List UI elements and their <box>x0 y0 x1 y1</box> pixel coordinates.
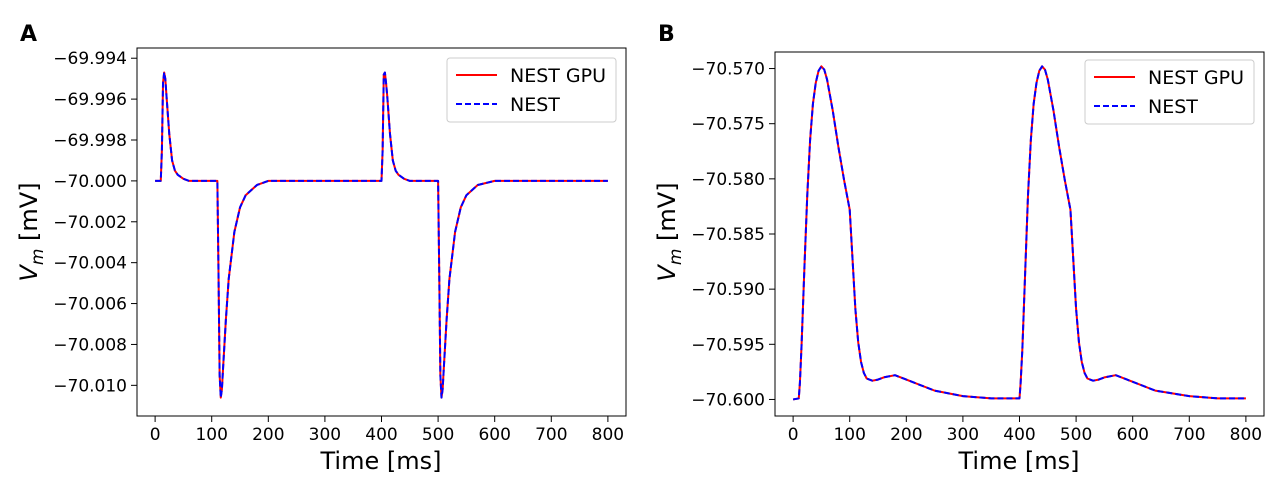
chart-a-x-tick-label: 200 <box>252 425 284 445</box>
chart-b-y-axis-label-main: V <box>653 264 681 282</box>
chart-a-y-tick-label: −70.004 <box>53 254 127 274</box>
chart-b-series <box>792 65 1246 401</box>
panel-label-b: B <box>658 22 675 47</box>
chart-a-y-tick-label: −69.996 <box>53 90 127 110</box>
chart-a-frame <box>136 47 627 417</box>
chart-b-y-tick-label: −70.600 <box>691 390 765 410</box>
chart-b-frame <box>774 51 1265 417</box>
chart-a-ticks: 0 100 200 300 400 500 600 700 800 −70.010 −70.008 −… <box>53 49 624 445</box>
chart-a-y-tick-label: −70.002 <box>53 213 127 233</box>
chart-a-x-tick-label: 100 <box>195 425 227 445</box>
chart-b-x-tick-label: 0 <box>788 425 799 445</box>
chart-a-x-axis-label: Time [ms] <box>320 447 442 475</box>
chart-a-x-tick-label: 700 <box>535 425 567 445</box>
panel-a: A 0 100 200 300 400 500 600 700 800 −70.010 −70.00… <box>15 22 627 475</box>
chart-a-y-tick-label: −70.006 <box>53 295 127 315</box>
chart-a-x-tick-label: 500 <box>422 425 454 445</box>
chart-b-ticks: 0 100 200 300 400 500 600 700 800 −70.600 −70.595 −… <box>691 60 1262 445</box>
chart-b-x-tick-label: 100 <box>833 425 865 445</box>
chart-b-x-tick-label: 800 <box>1230 425 1262 445</box>
chart-b-y-tick-label: −70.590 <box>691 280 765 300</box>
chart-b-y-tick-label: −70.570 <box>691 60 765 80</box>
chart-b-y-axis-label-unit: [mV] <box>653 182 681 248</box>
chart-b-x-tick-label: 400 <box>1003 425 1035 445</box>
chart-b-x-tick-label: 600 <box>1116 425 1148 445</box>
chart-a-legend: NEST GPU NEST <box>446 57 617 123</box>
chart-a-x-tick-label: 600 <box>478 425 510 445</box>
chart-b-x-axis-label: Time [ms] <box>958 447 1080 475</box>
chart-b-y-tick-label: −70.575 <box>691 115 765 135</box>
chart-a-y-tick-label: −70.008 <box>53 335 127 355</box>
chart-b-legend-label-nest: NEST <box>1148 96 1198 118</box>
chart-b-legend: NEST GPU NEST <box>1084 59 1255 125</box>
chart-b-x-tick-label: 500 <box>1060 425 1092 445</box>
chart-b-x-tick-label: 200 <box>890 425 922 445</box>
chart-a-y-axis-label-sub: m <box>28 249 48 266</box>
chart-a-x-tick-label: 0 <box>150 425 161 445</box>
panel-b: B 0 100 200 300 400 500 600 700 800 −70.600 −70.59… <box>653 22 1265 475</box>
chart-a-x-tick-label: 800 <box>592 425 624 445</box>
chart-b-y-tick-label: −70.595 <box>691 335 765 355</box>
chart-b-series-line-nest <box>792 65 1246 401</box>
chart-a-y-tick-label: −69.998 <box>53 131 127 151</box>
chart-b-legend-label-nest-gpu: NEST GPU <box>1148 67 1244 89</box>
chart-a-y-axis-label-unit: [mV] <box>15 182 43 248</box>
chart-a-legend-label-nest-gpu: NEST GPU <box>510 65 606 87</box>
chart-a-series <box>155 71 608 399</box>
chart-b-x-tick-label: 300 <box>947 425 979 445</box>
chart-a-legend-label-nest: NEST <box>510 94 560 116</box>
chart-b-y-tick-label: −70.585 <box>691 225 765 245</box>
panel-label-a: A <box>20 22 37 47</box>
chart-a-x-tick-label: 300 <box>309 425 341 445</box>
chart-b-y-tick-label: −70.580 <box>691 170 765 190</box>
chart-a-y-axis-label: Vm [mV] <box>15 182 48 281</box>
chart-a-y-axis-label-main: V <box>15 264 43 282</box>
chart-b-y-axis-label-sub: m <box>666 249 686 266</box>
chart-a-series-line-nest <box>155 71 608 399</box>
chart-a-y-tick-label: −70.000 <box>53 172 127 192</box>
chart-b-x-tick-label: 700 <box>1173 425 1205 445</box>
chart-b-y-axis-label: Vm [mV] <box>653 182 686 281</box>
chart-a-y-tick-label: −69.994 <box>53 49 127 69</box>
chart-a-x-tick-label: 400 <box>365 425 397 445</box>
chart-a-y-tick-label: −70.010 <box>53 376 127 396</box>
